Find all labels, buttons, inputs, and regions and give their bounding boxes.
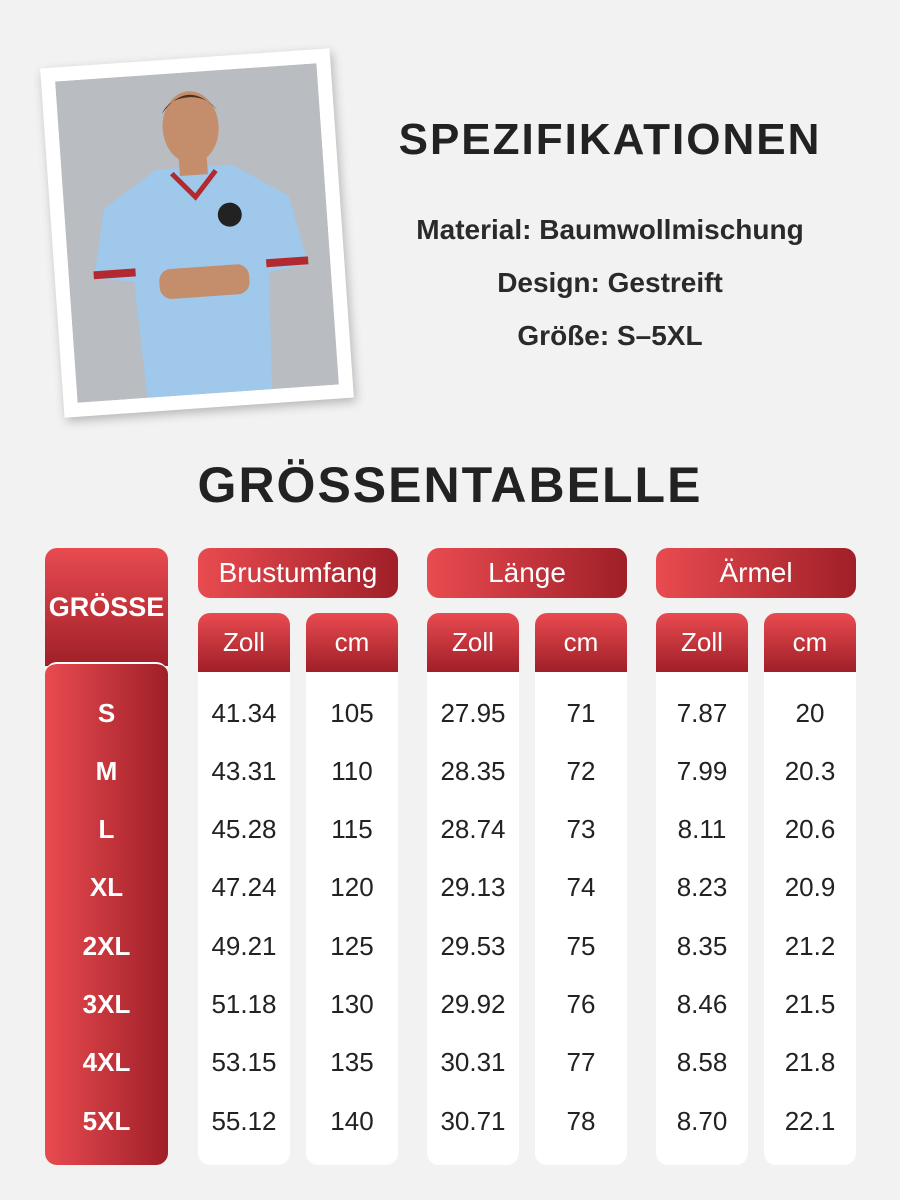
- unit-header: cm: [535, 613, 627, 672]
- cell: 105: [330, 697, 374, 728]
- size-column: [45, 662, 168, 1165]
- cell: 20.3: [784, 755, 836, 786]
- spec-line: Material: Baumwollmischung: [416, 214, 804, 245]
- cell: 29.13: [440, 872, 506, 903]
- cell: 115: [331, 814, 373, 845]
- cell: 135: [330, 1047, 374, 1078]
- data-column: [306, 613, 398, 1165]
- cell: 77: [566, 1047, 596, 1078]
- size-label: L: [98, 814, 115, 845]
- cell: 43.31: [211, 755, 277, 786]
- cell: 7.87: [676, 697, 728, 728]
- data-column: [764, 613, 856, 1165]
- cell: 72: [566, 755, 596, 786]
- cell: 8.58: [676, 1047, 728, 1078]
- cell: 20: [795, 697, 825, 728]
- unit-header: cm: [764, 613, 856, 672]
- cell: 125: [330, 930, 374, 961]
- spec-title: SPEZIFIKATIONEN: [398, 115, 822, 164]
- group-header: Länge: [427, 548, 627, 598]
- cell: 75: [566, 930, 596, 961]
- data-column: [656, 613, 748, 1165]
- cell: 30.31: [440, 1047, 506, 1078]
- data-column: [427, 613, 519, 1165]
- cell: 120: [330, 872, 374, 903]
- cell: 110: [331, 755, 373, 786]
- cell: 22.1: [784, 1105, 836, 1136]
- cell: 49.21: [211, 930, 277, 961]
- cell: 30.71: [440, 1105, 506, 1136]
- photo-card: [40, 48, 354, 418]
- cell: 55.12: [211, 1105, 277, 1136]
- cell: 8.35: [676, 930, 728, 961]
- cell: 8.46: [676, 989, 728, 1019]
- cell: 73: [566, 814, 596, 845]
- size-label: M: [95, 755, 118, 786]
- data-column: [198, 613, 290, 1165]
- cell: 7.99: [676, 755, 728, 786]
- cell: 20.9: [784, 872, 836, 903]
- unit-header: Zoll: [427, 613, 519, 672]
- spec-line: Design: Gestreift: [497, 267, 723, 298]
- cell: 21.2: [784, 930, 836, 961]
- cell: 27.95: [440, 697, 506, 728]
- cell: 47.24: [211, 872, 277, 903]
- cell: 21.8: [784, 1047, 836, 1078]
- size-label: 2XL: [82, 930, 131, 961]
- data-column: [535, 613, 627, 1165]
- cell: 20.6: [784, 814, 836, 845]
- size-label: 3XL: [82, 989, 131, 1019]
- unit-header: Zoll: [656, 613, 748, 672]
- cell: 8.23: [676, 872, 728, 903]
- size-label: 4XL: [82, 1047, 131, 1078]
- cell: 8.70: [676, 1105, 728, 1136]
- cell: 28.35: [440, 755, 506, 786]
- size-label: S: [97, 697, 116, 728]
- cell: 130: [330, 989, 374, 1019]
- unit-header: Zoll: [198, 613, 290, 672]
- group-header: Brustumfang: [198, 548, 398, 598]
- cell: 8.11: [677, 814, 727, 845]
- cell: 28.74: [440, 814, 506, 845]
- cell: 78: [566, 1105, 596, 1136]
- size-header: GRÖSSE: [45, 548, 168, 666]
- cell: 71: [566, 697, 596, 728]
- cell: 29.92: [440, 989, 506, 1019]
- cell: 51.18: [211, 989, 277, 1019]
- group-header: Ärmel: [656, 548, 856, 598]
- cell: 53.15: [211, 1047, 277, 1078]
- cell: 140: [330, 1105, 374, 1136]
- spec-line: Größe: S–5XL: [517, 320, 703, 351]
- cell: 41.34: [211, 697, 277, 728]
- table-title: GRÖSSENTABELLE: [197, 457, 703, 513]
- cell: 21.5: [784, 989, 836, 1019]
- size-label: 5XL: [82, 1105, 131, 1136]
- cell: 29.53: [440, 930, 506, 961]
- cell: 45.28: [211, 814, 277, 845]
- cell: 76: [566, 989, 596, 1019]
- cell: 74: [566, 872, 596, 903]
- product-photo: [55, 63, 339, 403]
- size-label: XL: [89, 872, 124, 903]
- unit-header: cm: [306, 613, 398, 672]
